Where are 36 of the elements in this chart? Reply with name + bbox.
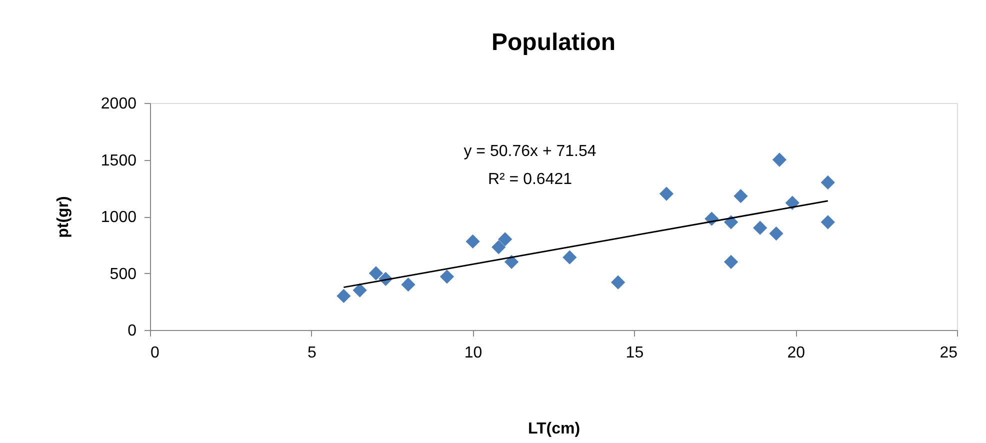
- point: [562, 250, 577, 264]
- point: [368, 266, 384, 280]
- point: [352, 283, 367, 298]
- annotation: y = 50.76x + 71.54: [464, 143, 596, 160]
- y-tick-label: 1500: [100, 152, 137, 170]
- point: [734, 189, 748, 204]
- point: [440, 270, 454, 284]
- x-tick-label: 0: [150, 344, 160, 362]
- x-tick-label: 20: [787, 344, 806, 362]
- point: [659, 186, 674, 201]
- point: [785, 196, 800, 210]
- y-tick-label: 2000: [100, 96, 137, 112]
- x-tick-label: 25: [940, 344, 958, 362]
- x-tick-label: 5: [307, 344, 316, 362]
- point: [336, 288, 351, 304]
- point: [753, 220, 768, 235]
- point: [610, 275, 626, 290]
- point: [820, 175, 835, 190]
- y-axis-title: pt(gr): [54, 196, 72, 238]
- point: [772, 152, 787, 167]
- point: [820, 215, 835, 230]
- x-tick-label: 15: [626, 344, 644, 362]
- x-tick-label: 10: [464, 344, 482, 362]
- point: [498, 232, 512, 246]
- chart-title: Population: [492, 29, 616, 56]
- point: [401, 278, 416, 292]
- point: [504, 254, 519, 269]
- point: [769, 226, 784, 241]
- y-tick-label: 0: [128, 322, 137, 340]
- point: [466, 234, 480, 249]
- y-tick-label: 500: [110, 266, 137, 283]
- annotation: R² = 0.6421: [488, 171, 572, 188]
- point: [724, 254, 738, 269]
- y-tick-label: 1000: [100, 209, 137, 226]
- point: [492, 240, 506, 254]
- x-axis-title: LT(cm): [528, 420, 580, 438]
